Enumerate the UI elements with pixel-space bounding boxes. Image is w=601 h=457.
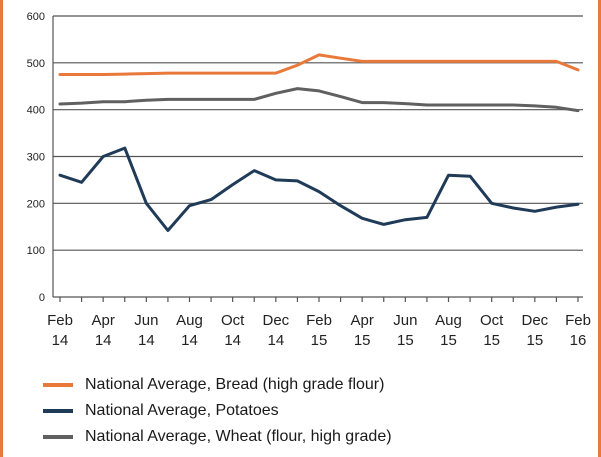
x-tick-label-month: Jun xyxy=(393,312,417,329)
legend-item: National Average, Potatoes xyxy=(43,398,392,424)
legend-item: National Average, Bread (high grade flou… xyxy=(43,372,392,398)
series-line-0 xyxy=(58,53,580,76)
x-tick-label-year: 16 xyxy=(570,332,587,349)
x-tick-label-month: Jun xyxy=(134,312,158,329)
legend-swatch xyxy=(43,409,73,413)
series-lines xyxy=(58,53,580,232)
x-tick-label-month: Apr xyxy=(91,312,114,329)
legend-swatch xyxy=(43,383,73,387)
y-tick-label-0: 0 xyxy=(39,292,45,304)
line-chart: 0 100 200 300 400 500 600 Feb 14 Apr 14 Jun 14 Aug 14… xyxy=(27,11,591,349)
x-tick-label-month: Apr xyxy=(350,312,373,329)
series-line-1 xyxy=(58,146,580,232)
y-tick-label-400: 400 xyxy=(27,105,45,117)
x-tick-label-year: 14 xyxy=(181,332,198,349)
x-tick-label-year: 14 xyxy=(52,332,69,349)
x-tick-label-month: Feb xyxy=(565,312,591,329)
x-tick-label-year: 14 xyxy=(267,332,284,349)
legend-label: National Average, Potatoes xyxy=(85,402,279,419)
x-tick-label-month: Dec xyxy=(262,312,289,329)
x-tick-label-year: 14 xyxy=(95,332,112,349)
x-tick-label-year: 15 xyxy=(397,332,414,349)
y-tick-label-300: 300 xyxy=(27,152,45,164)
x-tick-label-month: Dec xyxy=(521,312,548,329)
x-tick-label-month: Oct xyxy=(221,312,245,329)
x-tick-label-year: 15 xyxy=(483,332,500,349)
legend-label: National Average, Wheat (flour, high gra… xyxy=(85,428,392,445)
y-tick-label-100: 100 xyxy=(27,245,45,257)
x-tick-label-month: Oct xyxy=(480,312,504,329)
x-tick-label-year: 15 xyxy=(311,332,328,349)
legend-swatch xyxy=(43,435,73,439)
series-line-2 xyxy=(58,87,580,113)
x-tick-label-year: 15 xyxy=(354,332,371,349)
x-tick-label-month: Feb xyxy=(306,312,332,329)
x-tick-label-year: 14 xyxy=(138,332,155,349)
legend-item: National Average, Wheat (flour, high gra… xyxy=(43,424,392,450)
x-tick-label-month: Feb xyxy=(47,312,73,329)
axes xyxy=(52,16,583,302)
y-tick-label-500: 500 xyxy=(27,58,45,70)
legend: National Average, Bread (high grade flou… xyxy=(43,372,392,450)
x-tick-label-month: Aug xyxy=(435,312,462,329)
x-tick-label-year: 15 xyxy=(440,332,457,349)
x-tick-label-year: 15 xyxy=(526,332,543,349)
x-tick-label-month: Aug xyxy=(176,312,203,329)
y-tick-label-200: 200 xyxy=(27,198,45,210)
gridlines xyxy=(53,15,583,251)
y-tick-labels: 0 100 200 300 400 500 600 xyxy=(27,11,45,304)
y-tick-label-600: 600 xyxy=(27,11,45,23)
x-tick-labels: Feb 14 Apr 14 Jun 14 Aug 14 Oct 14 Dec 14 Feb 15 Apr 15… xyxy=(47,312,591,349)
legend-label: National Average, Bread (high grade flou… xyxy=(85,376,385,393)
x-tick-label-year: 14 xyxy=(224,332,241,349)
